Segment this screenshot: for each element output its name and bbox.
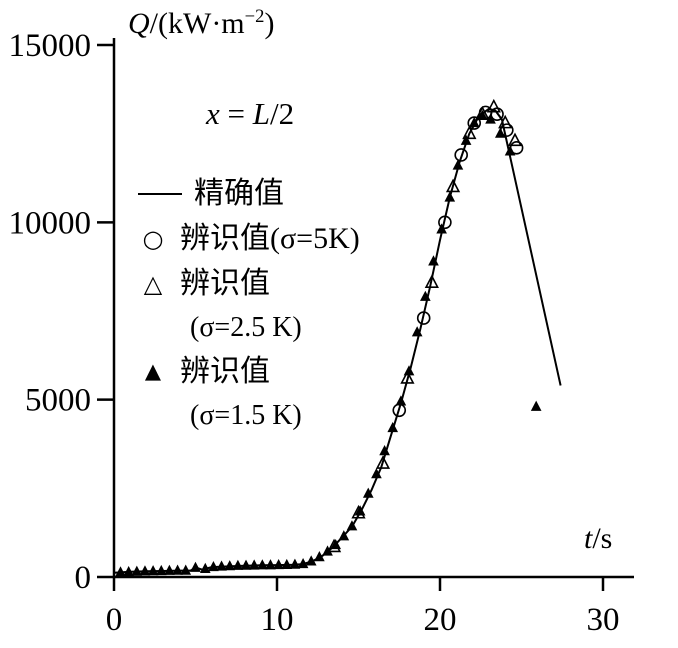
marker-triangle-filled bbox=[477, 109, 488, 121]
marker-triangle-filled bbox=[208, 560, 219, 572]
legend-line-marker bbox=[138, 193, 182, 195]
marker-circle-open bbox=[416, 311, 431, 325]
marker-triangle-filled bbox=[379, 445, 390, 456]
legend-circle-open-marker: ○ bbox=[142, 225, 164, 253]
marker-triangle-filled bbox=[248, 559, 260, 570]
marker-triangle-filled bbox=[147, 565, 159, 576]
x-axis-unit: /s bbox=[592, 522, 613, 555]
x-axis-label: t/s bbox=[584, 522, 612, 556]
marker-triangle-filled bbox=[199, 562, 211, 573]
annotation-symbol-l: L bbox=[252, 96, 270, 131]
marker-triangle-filled bbox=[330, 539, 342, 550]
marker-triangle-filled bbox=[403, 365, 415, 376]
y-tick-label: 0 bbox=[75, 560, 92, 596]
legend-item: 精确值 bbox=[138, 176, 360, 212]
legend-item: ○ 辨识值(σ=5K) bbox=[138, 221, 360, 257]
y-axis-unit-close: ) bbox=[264, 7, 275, 40]
marker-triangle-filled bbox=[322, 545, 333, 556]
x-tick-label: 10 bbox=[261, 602, 294, 638]
marker-circle-open bbox=[454, 148, 468, 162]
marker-triangle-filled bbox=[314, 551, 325, 562]
marker-triangle-filled bbox=[172, 564, 183, 575]
y-axis-label: Q/(kW·m−2) bbox=[128, 6, 274, 41]
marker-triangle-filled bbox=[436, 223, 447, 234]
marker-triangle-filled bbox=[371, 468, 382, 479]
marker-triangle-filled bbox=[123, 565, 134, 577]
marker-triangle-open bbox=[498, 114, 513, 129]
legend-label: 辨识值(σ=5K) bbox=[180, 222, 360, 255]
y-axis-exponent: −2 bbox=[244, 6, 265, 27]
annotation-rest: /2 bbox=[270, 96, 295, 131]
marker-triangle-filled bbox=[346, 520, 358, 531]
marker-triangle-open bbox=[486, 98, 501, 113]
legend-sublabel: (σ=1.5 K) bbox=[190, 399, 302, 431]
marker-triangle-filled bbox=[257, 559, 268, 570]
marker-triangle-filled bbox=[265, 559, 276, 570]
marker-triangle-filled bbox=[387, 421, 399, 433]
marker-triangle-filled bbox=[395, 395, 407, 406]
marker-triangle-open bbox=[507, 132, 523, 147]
annotation-equals: = bbox=[219, 96, 253, 131]
legend-item: △ 辨识值 bbox=[138, 266, 360, 302]
position-annotation: x = L/2 bbox=[206, 96, 294, 132]
marker-triangle-filled bbox=[240, 559, 252, 570]
marker-triangle-filled bbox=[444, 191, 456, 202]
marker-circle-open bbox=[438, 215, 452, 230]
marker-triangle-filled bbox=[139, 565, 151, 576]
marker-triangle-filled bbox=[131, 565, 143, 576]
marker-triangle-filled bbox=[485, 113, 496, 124]
y-axis-symbol: Q bbox=[128, 7, 150, 40]
marker-triangle-filled bbox=[180, 564, 192, 575]
y-axis-unit: /(kW·m bbox=[149, 7, 245, 40]
annotation-symbol-x: x bbox=[206, 96, 220, 131]
y-tick-label: 15000 bbox=[9, 28, 92, 64]
marker-triangle-filled bbox=[411, 326, 423, 337]
marker-triangle-filled bbox=[420, 290, 431, 301]
marker-triangle-filled bbox=[297, 557, 309, 569]
legend: 精确值 ○ 辨识值(σ=5K) △ 辨识值 (σ=2.5 K) ▲ 辨识值 (σ=1.5 K) bbox=[138, 176, 360, 441]
marker-triangle-filled bbox=[468, 116, 480, 128]
marker-triangle-filled bbox=[224, 560, 236, 571]
legend-triangle-open-marker: △ bbox=[143, 270, 163, 298]
legend-sublabel: (σ=2.5 K) bbox=[190, 312, 302, 343]
legend-item: ▲ 辨识值 bbox=[138, 354, 360, 390]
marker-triangle-filled bbox=[115, 566, 126, 577]
marker-triangle-filled bbox=[428, 255, 439, 266]
legend-label: 精确值 bbox=[194, 177, 284, 210]
marker-triangle-filled bbox=[155, 564, 167, 576]
marker-triangle-filled bbox=[354, 505, 366, 516]
marker-triangle-filled bbox=[338, 530, 350, 541]
marker-triangle-open bbox=[462, 125, 477, 140]
marker-triangle-filled bbox=[164, 564, 175, 575]
marker-triangle-filled bbox=[281, 558, 293, 570]
marker-triangle-filled bbox=[504, 145, 516, 156]
marker-triangle-filled bbox=[190, 561, 201, 572]
x-tick-label: 30 bbox=[587, 602, 620, 638]
marker-triangle-open bbox=[424, 274, 439, 289]
marker-triangle-filled bbox=[232, 559, 244, 570]
legend-triangle-filled-marker: ▲ bbox=[144, 359, 162, 384]
marker-triangle-filled bbox=[460, 134, 472, 145]
marker-triangle-filled bbox=[289, 558, 301, 569]
marker-triangle-open bbox=[400, 370, 415, 384]
marker-triangle-filled bbox=[452, 159, 464, 170]
marker-triangle-filled bbox=[305, 555, 317, 566]
x-tick-label: 0 bbox=[106, 602, 123, 638]
marker-triangle-filled bbox=[273, 559, 284, 570]
legend-label: 辨识值 bbox=[180, 354, 270, 388]
y-tick-label: 5000 bbox=[25, 383, 91, 419]
x-axis-symbol: t bbox=[584, 522, 593, 555]
y-tick-label: 10000 bbox=[9, 205, 92, 241]
marker-triangle-filled bbox=[530, 400, 542, 411]
marker-triangle-filled bbox=[494, 127, 506, 138]
marker-triangle-filled bbox=[362, 487, 374, 498]
marker-triangle-filled bbox=[216, 560, 227, 571]
marker-triangle-open bbox=[375, 455, 391, 469]
marker-triangle-open bbox=[445, 178, 461, 193]
x-tick-label: 20 bbox=[424, 602, 457, 638]
legend-label: 辨识值 bbox=[180, 267, 270, 300]
